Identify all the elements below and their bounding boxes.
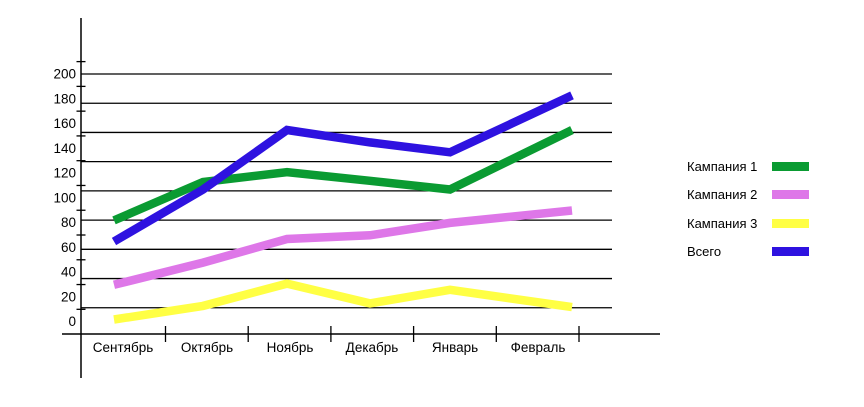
legend-color-swatch: [772, 190, 809, 200]
legend-item: Всего: [687, 238, 809, 267]
x-tick-label: Январь: [432, 340, 478, 355]
x-tick-label: Сентябрь: [93, 340, 153, 355]
series-line-1: [112, 206, 573, 289]
x-tick-label: Декабрь: [346, 340, 399, 355]
y-tick-label: 0: [68, 314, 76, 329]
y-tick-label: 80: [61, 215, 76, 230]
y-tick-label: 120: [53, 166, 76, 181]
y-tick-label: 200: [53, 67, 76, 82]
y-tick-label: 60: [61, 240, 76, 255]
y-tick-label: 180: [53, 91, 76, 106]
x-tick-label: Октябрь: [181, 340, 233, 355]
y-tick-label: 20: [61, 289, 76, 304]
legend: Кампания 1 Кампания 2 Кампания 3 Всего: [687, 152, 809, 266]
y-tick-label: 40: [61, 265, 76, 280]
x-tick-label: Февраль: [511, 340, 566, 355]
y-tick-label: 140: [53, 141, 76, 156]
series-line-0: [112, 126, 574, 225]
legend-item: Кампания 2: [687, 181, 809, 210]
y-tick-label: 160: [53, 116, 76, 131]
legend-item: Кампания 3: [687, 209, 809, 238]
legend-item: Кампания 1: [687, 152, 809, 181]
series-line-2: [113, 279, 573, 324]
y-tick-label: 100: [53, 190, 76, 205]
legend-color-swatch: [772, 218, 809, 228]
legend-label: Кампания 2: [687, 187, 758, 203]
legend-color-swatch: [772, 161, 809, 171]
legend-label: Кампания 1: [687, 158, 758, 174]
legend-label: Всего: [687, 244, 722, 260]
series-line-3: [111, 91, 574, 246]
legend-color-swatch: [772, 247, 809, 257]
legend-label: Кампания 3: [687, 215, 758, 231]
x-tick-label: Ноябрь: [267, 340, 314, 355]
